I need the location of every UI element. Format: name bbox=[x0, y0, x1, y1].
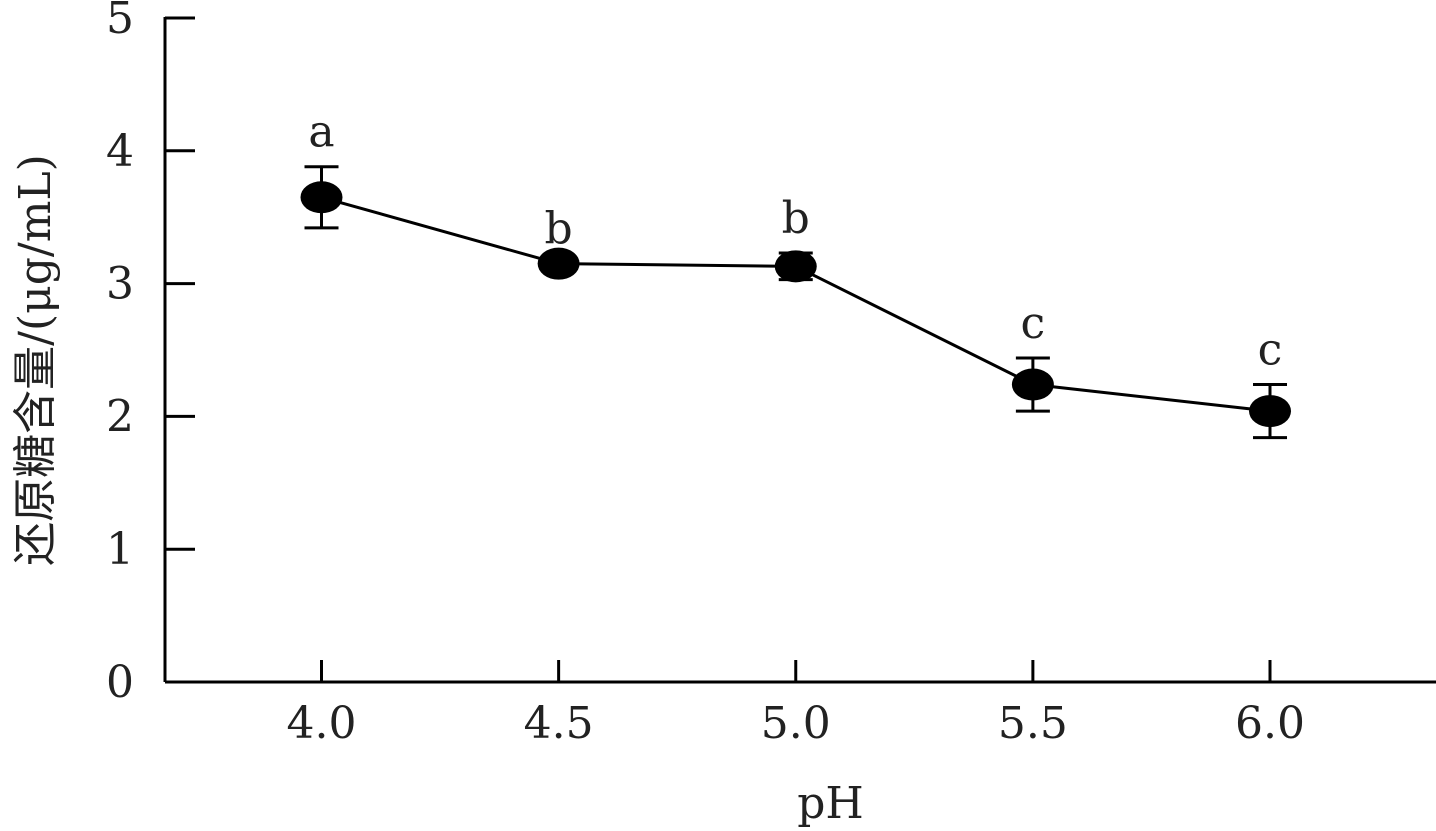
y-axis-title: 还原糖含量/(μg/mL) bbox=[10, 154, 61, 566]
x-tick-label: 5.0 bbox=[761, 698, 831, 749]
y-tick-label: 0 bbox=[106, 657, 134, 708]
x-tick-label: 6.0 bbox=[1235, 698, 1305, 749]
significance-label: c bbox=[1258, 325, 1283, 376]
ticks: 0 1 2 3 4 5 4.0 4.5 5.0 5.5 6.0 bbox=[106, 0, 1305, 749]
data-point bbox=[774, 250, 817, 283]
series: a b b c c bbox=[300, 107, 1292, 440]
y-tick-label: 5 bbox=[106, 0, 134, 44]
significance-label: b bbox=[545, 204, 573, 255]
y-tick-label: 1 bbox=[106, 524, 134, 575]
axes bbox=[163, 17, 1436, 684]
data-point bbox=[1011, 368, 1054, 401]
significance-label: c bbox=[1021, 298, 1046, 349]
y-tick-label: 2 bbox=[106, 391, 134, 442]
x-tick-label: 4.0 bbox=[287, 698, 357, 749]
y-tick-label: 4 bbox=[106, 126, 134, 177]
x-axis-title: pH bbox=[797, 778, 864, 829]
data-point bbox=[300, 181, 343, 214]
significance-label: a bbox=[308, 107, 334, 158]
x-tick-label: 4.5 bbox=[524, 698, 594, 749]
data-point bbox=[537, 247, 580, 280]
y-tick-label: 3 bbox=[106, 259, 134, 310]
significance-label: b bbox=[782, 193, 810, 244]
data-point bbox=[1249, 395, 1292, 428]
x-tick-label: 5.5 bbox=[998, 698, 1068, 749]
